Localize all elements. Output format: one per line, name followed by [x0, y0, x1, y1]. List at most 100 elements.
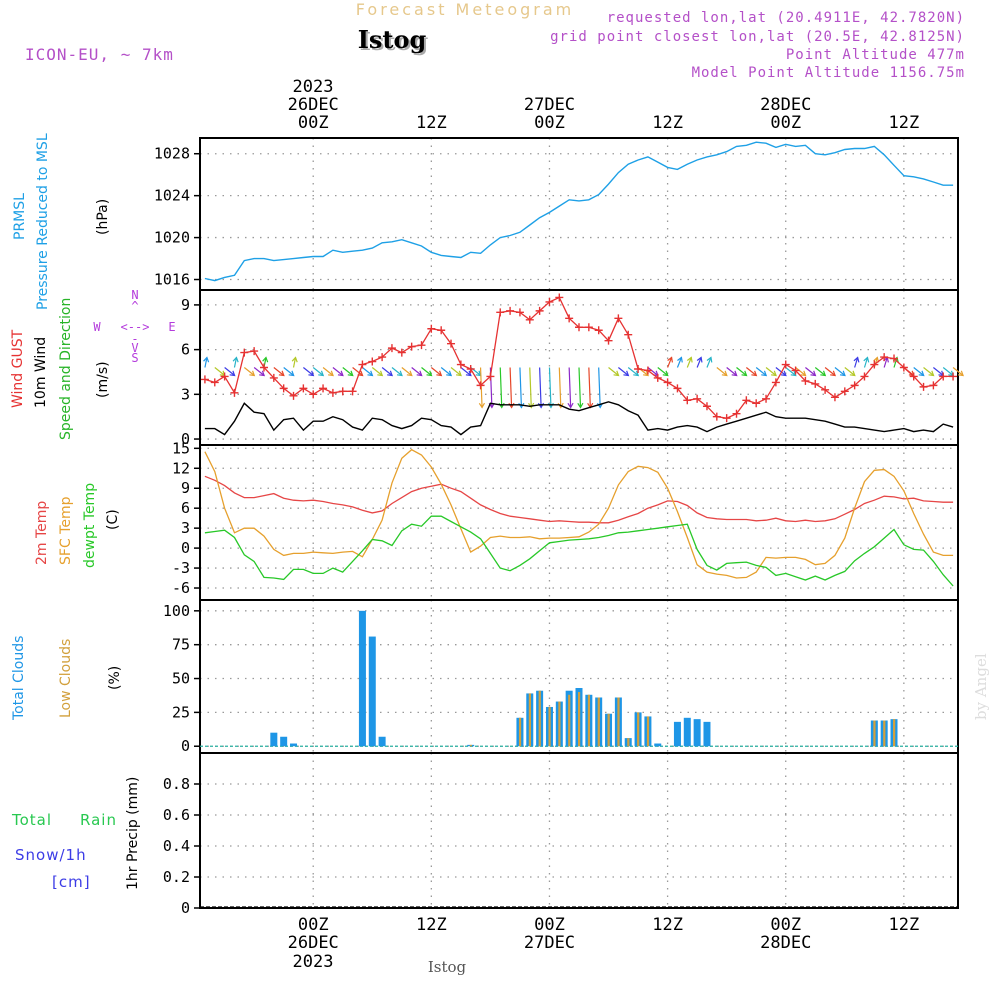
bottom-hour-label: 12Z: [652, 915, 683, 935]
pressure-unit: (hPa): [95, 199, 111, 235]
ytick-label: 1016: [154, 271, 190, 289]
gust-marker: [781, 360, 790, 369]
gust-marker: [456, 360, 465, 369]
gust-marker: [899, 363, 908, 372]
wind-arrow-head: [820, 370, 827, 377]
gust-marker: [634, 364, 643, 373]
wind-arrow: [302, 367, 314, 376]
wind-arrow-head: [667, 356, 673, 363]
ytick-label: 0: [181, 899, 190, 917]
gust-marker: [565, 314, 574, 323]
wind-arrow-head: [662, 370, 669, 377]
low-clouds-label: Low Clouds: [58, 639, 74, 718]
gust-marker: [909, 372, 918, 381]
wind-arrow: [785, 367, 797, 376]
low-cloud-bar: [617, 697, 620, 747]
gust-marker: [742, 396, 751, 405]
low-cloud-bar: [548, 706, 551, 747]
gust-marker: [850, 381, 859, 390]
wind-arrow: [795, 367, 806, 376]
low-cloud-bar: [518, 717, 522, 747]
wind-arrow-head: [308, 370, 315, 377]
wind-arrow-head: [377, 370, 384, 377]
wind-arrow: [883, 357, 888, 368]
wind-arrow-head: [696, 356, 703, 363]
wind-arrow-head: [288, 370, 295, 377]
gust-line: [204, 296, 954, 419]
wind-arrow: [608, 367, 619, 376]
wind-arrow-head: [291, 356, 298, 363]
gust-marker: [250, 347, 259, 356]
wind-arrow: [647, 367, 659, 376]
gust-marker: [417, 341, 426, 350]
wind-arrow: [598, 367, 601, 408]
top-hour-label: 12Z: [652, 113, 683, 133]
dewpt-line: [204, 515, 954, 587]
gust-marker: [643, 366, 652, 375]
wind-arrow-head: [761, 370, 768, 377]
total-cloud-bar: [368, 636, 376, 747]
gust-marker: [387, 344, 396, 353]
gust-marker: [939, 372, 948, 381]
total-cloud-bar: [280, 736, 288, 747]
bottom-hour-label: 12Z: [888, 915, 919, 935]
low-cloud-bar: [538, 690, 541, 747]
gust-marker: [801, 376, 810, 385]
bottom-hour-label: 00Z: [298, 915, 329, 935]
top-hour-label: 00Z: [534, 113, 565, 133]
gust-marker: [368, 357, 377, 366]
gust-marker: [200, 375, 209, 384]
wind-arrow-head: [232, 356, 239, 363]
ytick-label: 1024: [154, 187, 190, 205]
wind-arrow: [440, 367, 452, 376]
wind-arrow: [411, 367, 423, 376]
gust-marker: [752, 399, 761, 408]
wind-arrow: [568, 367, 572, 408]
ytick-label: 0.8: [163, 775, 190, 793]
wind-arrow: [765, 367, 777, 376]
wind-arrow: [430, 367, 442, 376]
wind-arrow-head: [853, 356, 860, 363]
gust-marker: [890, 354, 899, 363]
wind-arrow-head: [436, 370, 443, 377]
gust-marker: [535, 306, 544, 315]
bottom-hour-label: 00Z: [534, 915, 565, 935]
low-cloud-bar: [893, 719, 896, 747]
wind-arrow: [519, 367, 523, 408]
wind-arrow-head: [455, 370, 462, 377]
wind-arrow-head: [706, 356, 713, 363]
wind-arrow: [686, 357, 692, 368]
wind-arrow-head: [396, 370, 403, 377]
wind-arrow-head: [613, 370, 620, 377]
gust-marker: [378, 353, 387, 362]
wind-arrow: [479, 367, 483, 408]
low-cloud-bar: [637, 712, 640, 747]
gust-marker: [683, 396, 692, 405]
wind-arrow-head: [446, 370, 453, 377]
total-cloud-bar: [683, 717, 691, 747]
bottom-day-label: 28DEC: [760, 933, 811, 953]
wind-arrow-head: [839, 370, 846, 377]
wind-arrow-head: [528, 402, 535, 409]
wind-arrow: [863, 357, 869, 368]
low-cloud-bar: [646, 716, 650, 747]
wind-arrow: [913, 367, 925, 376]
ytick-label: -6: [172, 579, 190, 597]
wind-arrow-head: [810, 370, 817, 377]
ytick-label: 6: [181, 341, 190, 359]
wind-arrow-head: [780, 370, 787, 377]
compass-mid: -: [131, 332, 138, 346]
gust-marker: [771, 378, 780, 387]
gust-marker: [880, 353, 889, 362]
compass-n: N: [131, 288, 138, 302]
wind-arrow: [253, 367, 265, 376]
compass-arrows: <-->: [121, 320, 150, 334]
ytick-label: 0.2: [163, 868, 190, 886]
wind-arrow: [342, 367, 354, 376]
gust-marker: [545, 297, 554, 306]
requested-location: requested lon,lat (20.4911E, 42.7820N): [607, 10, 965, 26]
ytick-label: 12: [172, 459, 190, 477]
wind-arrow: [854, 357, 859, 368]
gust-marker: [496, 308, 505, 317]
